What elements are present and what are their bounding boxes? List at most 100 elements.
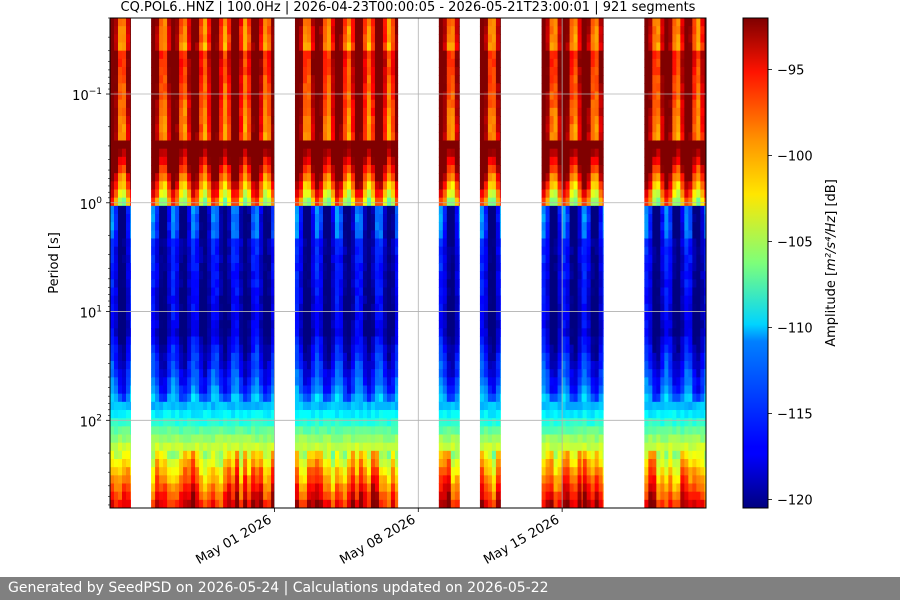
- heatmap-cell: [491, 410, 497, 419]
- heatmap-cell: [255, 328, 260, 337]
- heatmap-cell: [499, 369, 501, 378]
- heatmap-cell: [239, 361, 244, 370]
- heatmap-cell: [314, 124, 320, 133]
- heatmap-cell: [338, 91, 344, 101]
- heatmap-cell: [179, 361, 184, 370]
- heatmap-cell: [487, 303, 493, 313]
- heatmap-cell: [382, 418, 388, 427]
- heatmap-cell: [130, 18, 131, 27]
- heatmap-cell: [155, 254, 160, 264]
- heatmap-cell: [394, 434, 399, 444]
- heatmap-cell: [151, 475, 156, 484]
- heatmap-cell: [167, 107, 172, 117]
- heatmap-cell: [322, 410, 328, 419]
- heatmap-cell: [438, 91, 444, 101]
- heatmap-cell: [227, 459, 232, 468]
- heatmap-cell: [326, 467, 332, 476]
- heatmap-cell: [314, 385, 320, 395]
- heatmap-cell: [491, 75, 497, 84]
- heatmap-cell: [159, 107, 164, 117]
- heatmap-cell: [334, 467, 340, 476]
- heatmap-cell: [167, 434, 172, 444]
- heatmap-cell: [247, 116, 252, 125]
- heatmap-cell: [243, 426, 248, 435]
- heatmap-cell: [294, 107, 300, 117]
- heatmap-cell: [203, 230, 208, 239]
- heatmap-cell: [183, 263, 188, 272]
- heatmap-cell: [171, 99, 176, 109]
- heatmap-cell: [354, 483, 360, 493]
- heatmap-cell: [207, 352, 212, 362]
- heatmap-cell: [322, 230, 328, 239]
- heatmap-cell: [374, 254, 380, 264]
- heatmap-cell: [358, 369, 364, 378]
- heatmap-cell: [442, 303, 448, 313]
- heatmap-cell: [370, 254, 376, 264]
- heatmap-cell: [187, 426, 192, 435]
- heatmap-cell: [183, 18, 188, 27]
- heatmap-cell: [495, 320, 501, 329]
- heatmap-cell: [199, 361, 204, 370]
- heatmap-cell: [126, 499, 131, 508]
- heatmap-cell: [314, 410, 320, 419]
- heatmap-cell: [251, 393, 256, 403]
- heatmap-cell: [239, 434, 244, 444]
- heatmap-cell: [171, 34, 176, 43]
- heatmap-cell: [569, 132, 574, 141]
- heatmap-cell: [163, 369, 168, 378]
- heatmap-cell: [114, 42, 119, 52]
- heatmap-cell: [215, 385, 220, 395]
- heatmap-cell: [326, 83, 332, 92]
- heatmap-cell: [175, 34, 180, 43]
- heatmap-cell: [203, 295, 208, 305]
- heatmap-cell: [199, 450, 204, 460]
- heatmap-cell: [438, 467, 444, 476]
- heatmap-cell: [231, 426, 236, 435]
- heatmap-cell: [251, 107, 256, 117]
- heatmap-cell: [386, 369, 392, 378]
- heatmap-cell: [159, 42, 164, 52]
- heatmap-cell: [187, 181, 192, 190]
- heatmap-cell: [255, 499, 260, 508]
- heatmap-cell: [227, 83, 232, 92]
- heatmap-cell: [163, 279, 168, 288]
- heatmap-cell: [199, 336, 204, 346]
- heatmap-cell: [354, 148, 360, 158]
- heatmap-cell: [378, 197, 384, 207]
- heatmap-cell: [557, 401, 562, 411]
- heatmap-cell: [267, 271, 272, 280]
- heatmap-cell: [175, 222, 180, 231]
- heatmap-cell: [251, 328, 256, 337]
- heatmap-cell: [330, 401, 336, 411]
- heatmap-cell: [557, 230, 562, 239]
- heatmap-cell: [565, 18, 570, 27]
- heatmap-cell: [487, 181, 493, 190]
- heatmap-cell: [382, 303, 388, 313]
- heatmap-cell: [263, 450, 268, 460]
- heatmap-cell: [334, 42, 340, 52]
- heatmap-cell: [386, 426, 392, 435]
- heatmap-cell: [235, 75, 240, 84]
- heatmap-cell: [438, 287, 444, 297]
- heatmap-cell: [298, 320, 304, 329]
- heatmap-cell: [394, 491, 399, 501]
- heatmap-cell: [259, 287, 264, 297]
- heatmap-cell: [390, 67, 396, 76]
- heatmap-cell: [545, 99, 550, 109]
- heatmap-cell: [314, 287, 320, 297]
- heatmap-cell: [259, 312, 264, 321]
- heatmap-cell: [362, 34, 368, 43]
- heatmap-cell: [495, 99, 501, 109]
- heatmap-cell: [126, 156, 131, 166]
- heatmap-cell: [541, 450, 546, 460]
- heatmap-cell: [219, 91, 224, 101]
- heatmap-cell: [458, 189, 460, 199]
- heatmap-cell: [163, 189, 168, 199]
- heatmap-cell: [438, 205, 444, 215]
- heatmap-cell: [545, 377, 550, 386]
- heatmap-cell: [346, 475, 352, 484]
- heatmap-cell: [326, 197, 332, 207]
- heatmap-cell: [235, 369, 240, 378]
- heatmap-cell: [118, 410, 123, 419]
- heatmap-cell: [259, 361, 264, 370]
